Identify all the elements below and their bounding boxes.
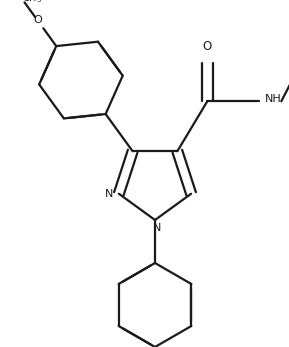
Text: O: O xyxy=(203,40,212,53)
Text: N: N xyxy=(153,223,161,233)
Text: N: N xyxy=(105,189,113,199)
Text: O: O xyxy=(33,15,42,25)
Text: CH$_3$: CH$_3$ xyxy=(22,0,42,5)
Text: NH: NH xyxy=(265,94,282,104)
